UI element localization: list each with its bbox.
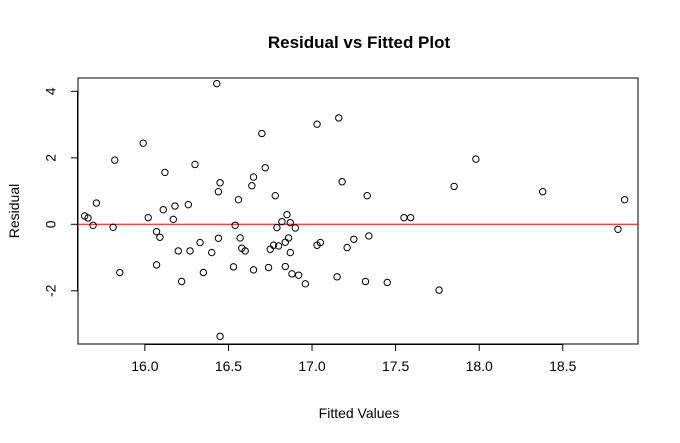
data-point (116, 268, 124, 277)
data-point (281, 238, 289, 246)
data-point (216, 332, 224, 341)
data-point (214, 234, 223, 242)
data-point (261, 164, 269, 172)
data-point (333, 273, 341, 281)
data-point (152, 261, 161, 269)
data-point (196, 238, 204, 247)
y-tick-label: 0 (43, 220, 59, 228)
data-point (89, 221, 97, 229)
data-point (313, 120, 321, 128)
data-point (92, 199, 101, 207)
x-tick-label: 16.5 (215, 358, 242, 374)
data-point (213, 79, 221, 88)
data-point (161, 168, 169, 177)
data-point (249, 266, 258, 274)
data-point (335, 114, 343, 122)
data-point (258, 129, 266, 138)
data-point (284, 234, 293, 242)
data-point (171, 202, 179, 210)
data-point (174, 247, 182, 255)
data-point (152, 227, 161, 236)
data-point (288, 270, 296, 278)
data-point (539, 188, 547, 196)
data-point (361, 277, 370, 286)
data-point (199, 268, 208, 277)
data-point (208, 248, 216, 257)
x-tick-label: 17.5 (382, 358, 409, 374)
data-point (169, 215, 177, 224)
data-point (248, 182, 256, 190)
data-point (269, 241, 278, 249)
data-point (186, 247, 194, 255)
data-point (111, 156, 119, 164)
data-point (472, 155, 480, 163)
data-point (156, 233, 164, 241)
data-point (177, 277, 186, 286)
data-point (363, 192, 371, 200)
y-tick-label: 2 (43, 154, 59, 162)
data-point (273, 223, 281, 232)
data-point (184, 200, 193, 209)
data-point (159, 205, 167, 214)
chart-title: Residual vs Fitted Plot (268, 33, 451, 52)
data-point (291, 224, 300, 232)
data-point (620, 195, 629, 204)
x-tick-label: 18.5 (549, 358, 576, 374)
data-point (266, 245, 274, 253)
data-point (84, 214, 92, 222)
data-point (236, 234, 244, 242)
y-tick-label: -2 (43, 284, 59, 297)
x-axis-label: Fitted Values (319, 405, 400, 421)
data-point (350, 235, 358, 243)
data-point (214, 188, 223, 196)
data-point (400, 213, 408, 222)
x-axis: 16.0 16.5 17.0 17.5 18.0 18.5 (131, 344, 577, 374)
data-point (249, 173, 258, 181)
data-point (294, 271, 303, 279)
data-point (281, 262, 289, 271)
data-point (365, 232, 373, 240)
data-point (316, 238, 325, 247)
data-point (139, 139, 147, 147)
data-point (144, 213, 152, 222)
data-point (338, 178, 346, 186)
data-point (286, 248, 294, 257)
data-point (283, 210, 291, 219)
data-point (301, 280, 310, 288)
data-point (216, 179, 224, 187)
data-point (278, 217, 286, 226)
data-point (231, 221, 239, 229)
data-point (234, 195, 243, 204)
data-point (264, 263, 273, 272)
y-tick-label: 4 (43, 87, 59, 95)
data-point (435, 286, 443, 294)
data-point (274, 242, 283, 250)
data-points (80, 79, 629, 341)
data-point (383, 278, 391, 287)
data-point (286, 218, 294, 227)
y-axis-label: Residual (6, 184, 22, 238)
data-point (450, 182, 458, 191)
data-point (241, 247, 249, 255)
plot-frame (77, 77, 639, 345)
x-tick-label: 16.0 (131, 358, 158, 374)
data-point (406, 213, 415, 222)
data-point (343, 243, 351, 252)
data-point (109, 223, 117, 231)
data-point (614, 225, 622, 233)
data-point (191, 160, 199, 169)
y-axis: -2 0 2 4 (43, 87, 78, 297)
data-point (271, 192, 279, 200)
x-tick-label: 18.0 (466, 358, 493, 374)
x-tick-label: 17.0 (298, 358, 325, 374)
data-point (229, 263, 238, 271)
